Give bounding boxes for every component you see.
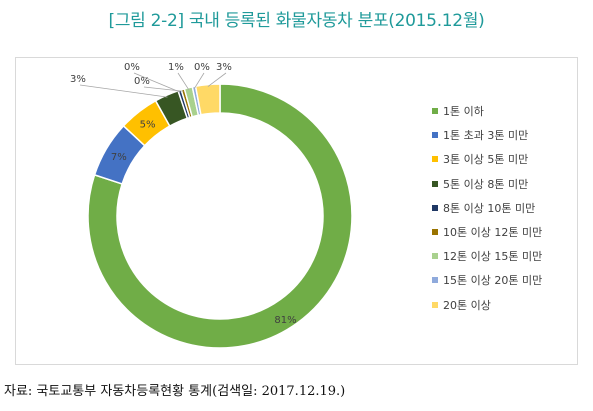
doughnut-chart: 81% 7% 5% 3% 0% 0% 1% 0% 3% [70,62,353,349]
data-label-6: 0% [134,76,150,87]
legend-label: 1톤 이하 [443,105,484,119]
leader-line-8 [194,72,205,89]
chart-legend: 1톤 이하 1톤 초과 3톤 미만 3톤 이상 5톤 미만 5톤 이상 8톤 미만 8톤… [432,99,582,317]
legend-label: 8톤 이상 10톤 미만 [443,201,536,215]
legend-label: 15톤 이상 20톤 미만 [443,274,543,288]
data-label-2: 7% [111,152,127,163]
chart-area: 81% 7% 5% 3% 0% 0% 1% 0% 3% 1톤 이하 1톤 초과 3톤 미만 3톤 이… [15,57,578,365]
legend-label: 3톤 이상 5톤 미만 [443,153,529,167]
legend-label: 20톤 이상 [443,298,491,312]
legend-swatch [432,253,438,260]
data-label-5: 0% [124,62,140,73]
source-note: 자료: 국토교통부 자동차등록현황 통계(검색일: 2017.12.19.) [4,384,346,399]
legend-swatch [432,180,438,187]
legend-label: 5톤 이상 8톤 미만 [443,177,529,191]
leader-line-9 [207,72,227,87]
legend-label: 12톤 이상 15톤 미만 [443,250,543,264]
legend-item-5: 8톤 이상 10톤 미만 [432,196,582,220]
data-label-8: 0% [194,62,210,73]
leader-line-5 [133,72,181,93]
legend-swatch [432,277,438,284]
legend-item-7: 12톤 이상 15톤 미만 [432,244,582,268]
doughnut-slice-1 [87,83,353,349]
legend-item-9: 20톤 이상 [432,293,582,317]
chart-title: [그림 2-2] 국내 등록된 화물자동차 분포(2015.12월) [108,11,485,31]
legend-swatch [432,301,438,308]
legend-item-6: 10톤 이상 12톤 미만 [432,220,582,244]
legend-swatch [432,229,438,236]
legend-item-8: 15톤 이상 20톤 미만 [432,268,582,292]
legend-swatch [432,132,438,139]
legend-swatch [432,156,438,163]
legend-swatch [432,204,438,211]
legend-item-4: 5톤 이상 8톤 미만 [432,172,582,196]
legend-label: 1톤 초과 3톤 미만 [443,129,529,143]
data-label-9: 3% [216,62,232,73]
leader-line-7 [177,72,190,91]
legend-swatch [432,108,438,115]
data-label-3: 5% [140,119,156,130]
leader-line-4 [79,84,168,98]
data-label-1: 81% [274,315,296,326]
legend-item-3: 3톤 이상 5톤 미만 [432,147,582,171]
legend-label: 10톤 이상 12톤 미만 [443,226,543,240]
leader-line-6 [143,86,184,92]
legend-item-2: 1톤 초과 3톤 미만 [432,123,582,147]
data-label-4: 3% [70,74,86,85]
data-label-7: 1% [168,62,184,73]
doughnut-slice-9 [194,83,221,116]
legend-item-1: 1톤 이하 [432,99,582,123]
